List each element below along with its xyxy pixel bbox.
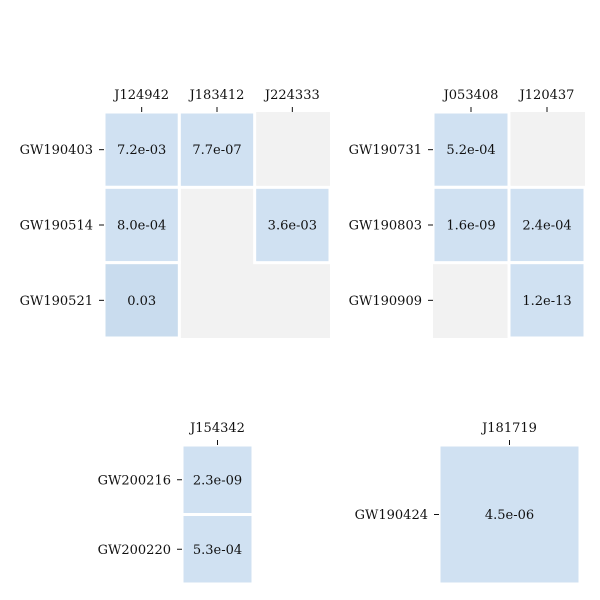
heatmap-panel-4: 4.5e-06 J181719 GW190424 — [355, 421, 582, 586]
heatmap-panel-2: 5.2e-04 1.6e-09 2.4e-04 1.2e-13 J053408 J1204… — [349, 88, 587, 340]
cell-value-label: 5.2e-04 — [446, 143, 495, 158]
heatmap-cell — [507, 261, 587, 340]
heatmap-cell — [253, 185, 332, 265]
cell-value-label: 5.3e-04 — [193, 543, 242, 558]
cell-value-label: 1.2e-13 — [522, 294, 571, 309]
row-tick-label: GW190424 — [355, 508, 428, 523]
column-tick-label: J120437 — [518, 88, 575, 103]
column-tick-label: J224333 — [263, 88, 320, 103]
column-tick-label: J181719 — [480, 421, 537, 436]
cell-value-label: 2.3e-09 — [193, 473, 242, 488]
cell-value-label: 7.2e-03 — [117, 143, 166, 158]
row-tick-label: GW190403 — [20, 143, 93, 158]
heatmap-cell — [102, 110, 181, 189]
column-tick-label: J154342 — [188, 421, 245, 436]
row-tick-label: GW190514 — [20, 219, 93, 234]
heatmap-panel-1: 7.2e-03 7.7e-07 8.0e-04 3.6e-03 0.03 J124942 J… — [20, 88, 332, 340]
cell-value-label: 4.5e-06 — [485, 508, 534, 523]
column-tick-label: J124942 — [112, 88, 169, 103]
row-tick-label: GW190803 — [349, 219, 422, 234]
column-tick-label: J053408 — [442, 88, 499, 103]
row-tick-label: GW190731 — [349, 143, 422, 158]
heatmap-cell — [102, 185, 181, 265]
row-tick-label: GW190521 — [20, 294, 93, 309]
cell-value-label: 7.7e-07 — [192, 143, 241, 158]
heatmap-cell — [180, 513, 255, 586]
heatmap-cell — [102, 261, 181, 340]
row-tick-label: GW190909 — [349, 294, 422, 309]
column-tick-label: J183412 — [188, 88, 245, 103]
cell-value-label: 1.6e-09 — [446, 219, 495, 234]
heatmap-panel-3: 2.3e-09 5.3e-04 J154342 GW200216 GW200220 — [98, 421, 255, 586]
cell-value-label: 3.6e-03 — [268, 219, 317, 234]
row-tick-label: GW200216 — [98, 473, 171, 488]
cell-value-label: 2.4e-04 — [522, 219, 571, 234]
cell-value-label: 0.03 — [127, 294, 156, 309]
cell-value-label: 8.0e-04 — [117, 219, 166, 234]
row-tick-label: GW200220 — [98, 543, 171, 558]
